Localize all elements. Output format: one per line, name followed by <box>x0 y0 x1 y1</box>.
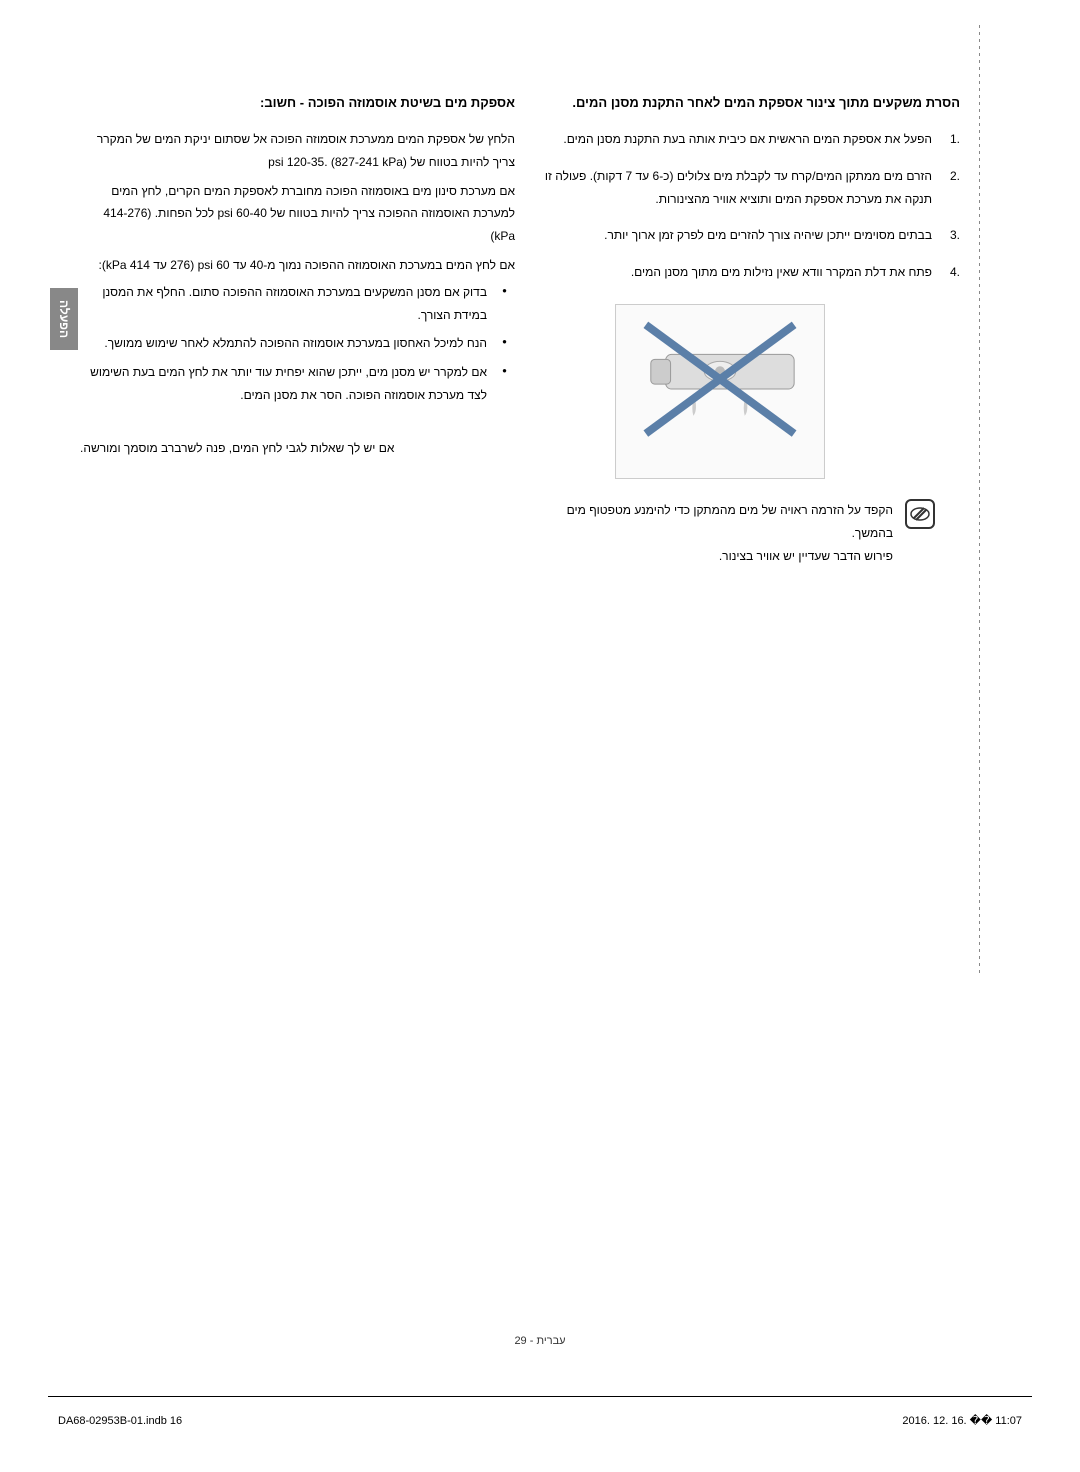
left-bullet-2: הנח למיכל האחסון במערכת אוסמוזה ההפוכה ל… <box>80 332 515 355</box>
page-container: הסרת משקעים מתוך צינור אספקת המים לאחר ה… <box>0 0 1080 1472</box>
right-step-4: .4 פתח את דלת המקרר וודא שאין נזילות מים … <box>530 261 960 284</box>
step-num: .3 <box>950 224 960 247</box>
bullet-text: אם למקרר יש מסנן מים, ייתכן שהוא יפחית ע… <box>90 365 487 402</box>
bullet-text: הנח למיכל האחסון במערכת אוסמוזה ההפוכה ל… <box>104 336 487 350</box>
note-icon <box>905 499 935 529</box>
water-filter-image <box>615 304 825 479</box>
column-left: אספקת מים בשיטת אוסמוזה הפוכה - חשוב: הל… <box>80 95 515 460</box>
step-text: הפעל את אספקת המים הראשית אם כיבית אותה … <box>563 132 932 146</box>
step-num: .1 <box>950 128 960 151</box>
print-timestamp: 2016. 12. 16. �� 11:07 <box>902 1414 1022 1427</box>
left-bullet-1: בדוק אם מסנן המשקעים במערכת האוסמוזה ההפ… <box>80 281 515 327</box>
left-heading: אספקת מים בשיטת אוסמוזה הפוכה - חשוב: <box>80 95 515 110</box>
timestamp-row: 2016. 12. 16. �� 11:07 <box>902 1414 1022 1427</box>
step-text: בבתים מסוימים ייתכן שיהיה צורך להזרים מי… <box>604 228 932 242</box>
vertical-divider <box>979 25 980 975</box>
right-step-1: .1 הפעל את אספקת המים הראשית אם כיבית אות… <box>530 128 960 151</box>
doc-ref: DA68-02953B-01.indb 16 <box>58 1415 182 1427</box>
column-right: הסרת משקעים מתוך צינור אספקת המים לאחר ה… <box>530 95 960 567</box>
right-heading: הסרת משקעים מתוך צינור אספקת המים לאחר ה… <box>530 95 960 110</box>
left-advice: אם יש לך שאלות לגבי לחץ המים, פנה לשרברב… <box>80 437 515 460</box>
right-steps-list: .1 הפעל את אספקת המים הראשית אם כיבית אות… <box>530 128 960 284</box>
right-step-3: .3 בבתים מסוימים ייתכן שיהיה צורך להזרים … <box>530 224 960 247</box>
side-tab: הפעלה <box>50 288 78 350</box>
step-text: הזרם מים ממתקן המים/קרח עד לקבלת מים צלו… <box>545 169 932 206</box>
bottom-divider <box>48 1396 1032 1397</box>
right-step-2: .2 הזרם מים ממתקן המים/קרח עד לקבלת מים צ… <box>530 165 960 211</box>
left-para-2: אם מערכת סינון מים באוסמוזה הפוכה מחוברת… <box>80 180 515 248</box>
step-num: .2 <box>950 165 960 188</box>
page-footer: עברית - 29 <box>0 1335 1080 1347</box>
filter-illustration <box>616 305 824 478</box>
step-text: פתח את דלת המקרר וודא שאין נזילות מים מת… <box>631 265 932 279</box>
left-bullet-3: אם למקרר יש מסנן מים, ייתכן שהוא יפחית ע… <box>80 361 515 407</box>
left-bullet-list: בדוק אם מסנן המשקעים במערכת האוסמוזה ההפ… <box>80 281 515 407</box>
left-para-1: הלחץ של אספקת המים ממערכת אוסמוזה הפוכה … <box>80 128 515 174</box>
note-text: הקפד על הזרמה ראויה של מים מהמתקן כדי לה… <box>530 499 893 567</box>
bullet-text: בדוק אם מסנן המשקעים במערכת האוסמוזה ההפ… <box>102 285 487 322</box>
note-row: הקפד על הזרמה ראויה של מים מהמתקן כדי לה… <box>530 499 960 567</box>
pencil-icon <box>910 504 930 524</box>
left-para-3: אם לחץ המים במערכת האוסמוזה ההפוכה נמוך … <box>80 254 515 277</box>
step-num: .4 <box>950 261 960 284</box>
